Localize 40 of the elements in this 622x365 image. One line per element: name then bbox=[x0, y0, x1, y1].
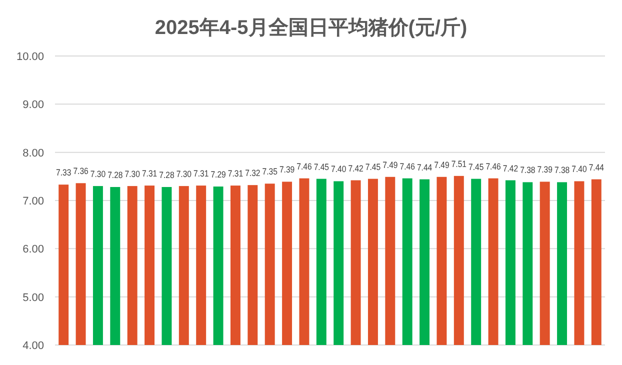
data-label: 7.39 bbox=[537, 164, 555, 175]
data-label: 7.38 bbox=[520, 165, 538, 176]
data-label: 7.31 bbox=[194, 168, 212, 179]
data-label: 7.46 bbox=[296, 161, 314, 172]
data-label: 7.35 bbox=[262, 166, 280, 177]
data-label: 7.38 bbox=[554, 165, 572, 176]
y-tick-label: 5.00 bbox=[22, 292, 44, 304]
data-label: 7.45 bbox=[468, 162, 486, 172]
data-label: 7.32 bbox=[245, 168, 263, 178]
data-label: 7.42 bbox=[502, 163, 520, 174]
data-label: 7.40 bbox=[331, 164, 349, 174]
data-label: 7.49 bbox=[434, 160, 452, 170]
data-label: 7.45 bbox=[365, 162, 383, 172]
data-label: 7.49 bbox=[382, 160, 400, 170]
data-label: 7.40 bbox=[572, 164, 590, 174]
data-label: 7.51 bbox=[451, 158, 469, 169]
data-label: 7.31 bbox=[228, 168, 246, 179]
data-label: 7.29 bbox=[210, 170, 228, 180]
y-tick-label: 9.00 bbox=[22, 99, 44, 112]
data-label: 7.30 bbox=[124, 169, 142, 180]
data-label: 7.42 bbox=[348, 163, 366, 174]
y-tick-label: 6.00 bbox=[22, 244, 44, 256]
data-label: 7.46 bbox=[486, 161, 504, 172]
data-label: 7.31 bbox=[142, 168, 160, 179]
data-label: 7.30 bbox=[90, 169, 108, 180]
data-label: 7.28 bbox=[108, 170, 126, 180]
data-label: 7.28 bbox=[159, 170, 177, 180]
data-label: 7.30 bbox=[176, 169, 194, 180]
data-label: 7.44 bbox=[588, 162, 606, 172]
y-tick-label: 8.00 bbox=[22, 147, 44, 160]
data-label: 7.46 bbox=[400, 161, 418, 172]
y-tick-label: 10.00 bbox=[16, 51, 44, 63]
data-label: 7.45 bbox=[314, 162, 332, 172]
data-label: 7.36 bbox=[73, 166, 91, 176]
data-label: 7.33 bbox=[56, 168, 74, 178]
data-label: 7.39 bbox=[279, 164, 297, 175]
y-tick-label: 4.00 bbox=[22, 340, 44, 352]
y-tick-label: 7.00 bbox=[22, 196, 44, 208]
data-label: 7.44 bbox=[416, 162, 434, 172]
chart-title: 2025年4-5月全国日平均猪价(元/斤) bbox=[154, 16, 468, 39]
